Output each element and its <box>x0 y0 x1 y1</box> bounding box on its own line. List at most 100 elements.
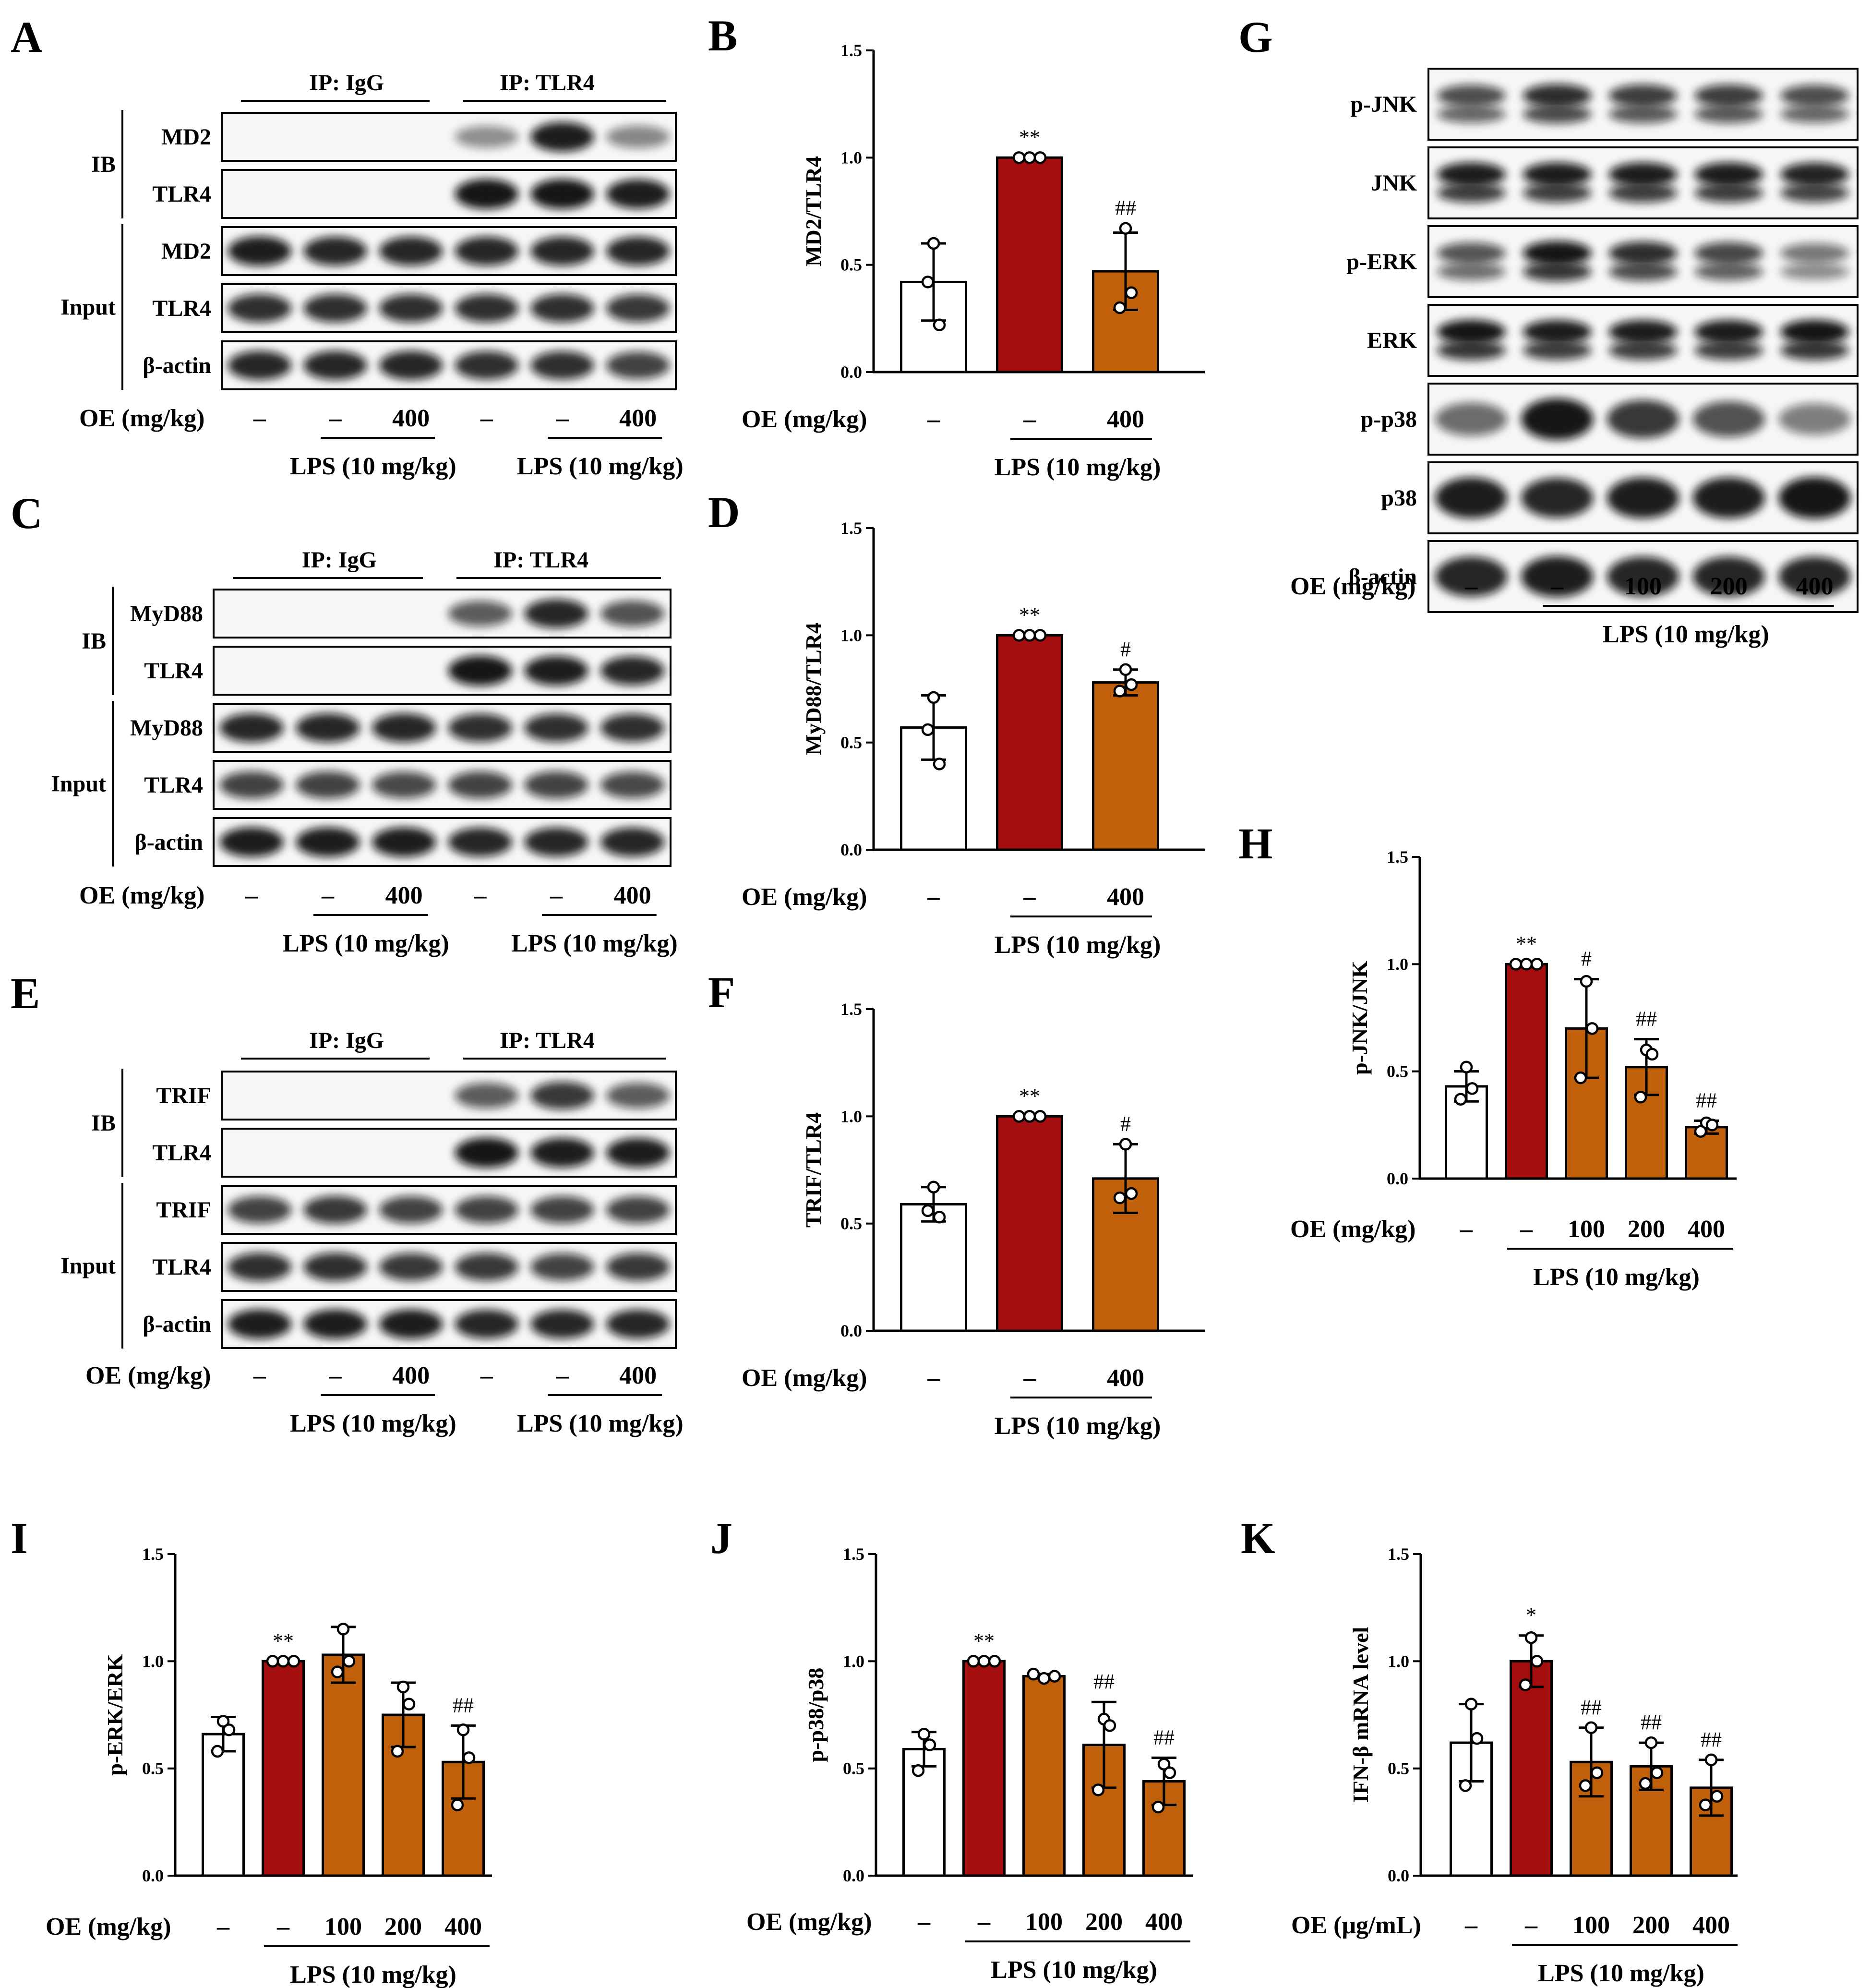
oe-value: – <box>556 405 569 432</box>
blot-band <box>1780 162 1849 186</box>
oe-value: – <box>473 882 487 909</box>
blot-band <box>1608 320 1678 344</box>
blot-row-label: TRIF <box>156 1083 211 1108</box>
blot-band <box>606 1309 670 1339</box>
data-point <box>1574 1071 1587 1084</box>
y-axis-title: p-ERK/ERK <box>103 1654 127 1775</box>
data-point <box>923 1738 936 1751</box>
y-tick-label: 0.0 <box>843 1866 864 1885</box>
blot-band <box>448 601 512 627</box>
data-point <box>1103 1719 1116 1732</box>
oe-label: OE (mg/kg) <box>79 882 204 909</box>
blot-band <box>379 236 443 266</box>
blot-band <box>455 1309 519 1339</box>
blot-band <box>1780 84 1849 107</box>
data-point <box>977 1655 991 1668</box>
data-point <box>1530 1655 1544 1668</box>
data-point <box>342 1655 356 1668</box>
blot-band <box>1694 105 1763 123</box>
blot-band <box>455 236 519 266</box>
blot-band <box>1437 84 1506 107</box>
oe-label: OE (mg/kg) <box>742 1364 867 1392</box>
y-tick-label: 0.0 <box>1388 1866 1409 1885</box>
significance-mark: ** <box>273 1629 294 1652</box>
data-point <box>921 276 935 289</box>
oe-value: 400 <box>1692 1912 1730 1939</box>
blot-band <box>1521 398 1594 440</box>
blot-row-label: TLR4 <box>152 181 211 207</box>
y-axis-title: MyD88/TLR4 <box>801 623 826 755</box>
significance-mark: ## <box>1115 196 1136 220</box>
data-point <box>1470 1732 1484 1745</box>
blot-band <box>1692 401 1765 437</box>
oe-value: – <box>556 1362 569 1389</box>
blot-band <box>455 1137 519 1168</box>
oe-value: 400 <box>1107 883 1144 911</box>
group-label-ib: IB <box>91 1110 116 1136</box>
data-point <box>1705 1119 1719 1132</box>
blot-band <box>600 771 665 798</box>
oe-value: 200 <box>1632 1912 1670 1939</box>
oe-value: 100 <box>1572 1912 1610 1939</box>
oe-value: 200 <box>1085 1908 1123 1936</box>
blot-band <box>1435 556 1508 597</box>
y-tick-label: 1.0 <box>840 1107 862 1126</box>
bar <box>1022 1675 1066 1877</box>
lps-label: LPS (10 mg/kg) <box>995 1412 1161 1440</box>
blot-panel-A: A IP: IgG IP: TLR4 MD2 TLR4 MD2 TLR4 β-actin IB I… <box>11 12 684 480</box>
blot-band <box>1692 556 1765 597</box>
blot-band <box>1608 241 1678 265</box>
data-point <box>1163 1766 1176 1779</box>
oe-value: 400 <box>1688 1216 1725 1243</box>
blot-band <box>1437 242 1506 264</box>
blot-band <box>455 1083 519 1108</box>
blot-band <box>1523 162 1592 187</box>
data-point <box>1580 975 1593 988</box>
blot-band <box>219 827 284 857</box>
oe-label: OE (mg/kg) <box>746 1908 872 1936</box>
significance-mark: * <box>1526 1603 1536 1627</box>
blot-band <box>303 1309 367 1339</box>
data-point <box>1033 1110 1047 1123</box>
y-tick-label: 0.5 <box>843 1759 864 1778</box>
oe-value: – <box>480 1362 493 1389</box>
y-tick-label: 1.5 <box>840 1000 862 1019</box>
lps-label: LPS (10 mg/kg) <box>290 1961 456 1988</box>
data-point <box>912 1764 925 1777</box>
blot-band <box>606 294 670 322</box>
blot-band <box>1778 403 1851 435</box>
oe-value: 400 <box>385 882 423 909</box>
data-point <box>1704 1753 1718 1767</box>
blot-band <box>530 1309 594 1339</box>
oe-value: 400 <box>619 405 657 432</box>
blot-band <box>1694 320 1763 344</box>
data-point <box>336 1623 350 1636</box>
oe-value: 100 <box>324 1913 362 1940</box>
data-point <box>1459 1779 1472 1792</box>
oe-value: 400 <box>392 1362 430 1389</box>
y-tick-label: 0.0 <box>840 362 862 382</box>
ip-header-tlr4: IP: TLR4 <box>500 1028 595 1053</box>
data-point <box>1464 1698 1478 1711</box>
blot-strip <box>221 1299 677 1349</box>
ip-header-igg: IP: IgG <box>309 70 384 96</box>
data-point <box>1119 222 1132 235</box>
data-point <box>1590 1766 1604 1779</box>
blot-band <box>530 236 594 266</box>
data-point <box>1012 1110 1026 1123</box>
y-tick-label: 0.0 <box>1387 1169 1408 1188</box>
blot-band <box>1608 340 1678 360</box>
panel-letter-F: F <box>708 968 735 1017</box>
lps-label: LPS (10 mg/kg) <box>1533 1264 1700 1291</box>
blot-band <box>228 1253 292 1281</box>
blot-band <box>448 713 512 742</box>
blot-row-label: TLR4 <box>152 296 211 321</box>
oe-label: OE (mg/kg) <box>1290 1216 1415 1243</box>
blot-band <box>448 771 512 799</box>
oe-value: – <box>321 882 335 909</box>
bar-chart-K: K 0.0 0.5 1.0 1.5 IFN-β mRNA level * ## ## ## OE (… <box>1241 1514 1738 1987</box>
oe-value: – <box>329 1362 342 1389</box>
oe-value: 400 <box>444 1913 482 1940</box>
data-point <box>1151 1800 1165 1814</box>
lps-label: LPS (10 mg/kg) <box>1538 1960 1704 1987</box>
